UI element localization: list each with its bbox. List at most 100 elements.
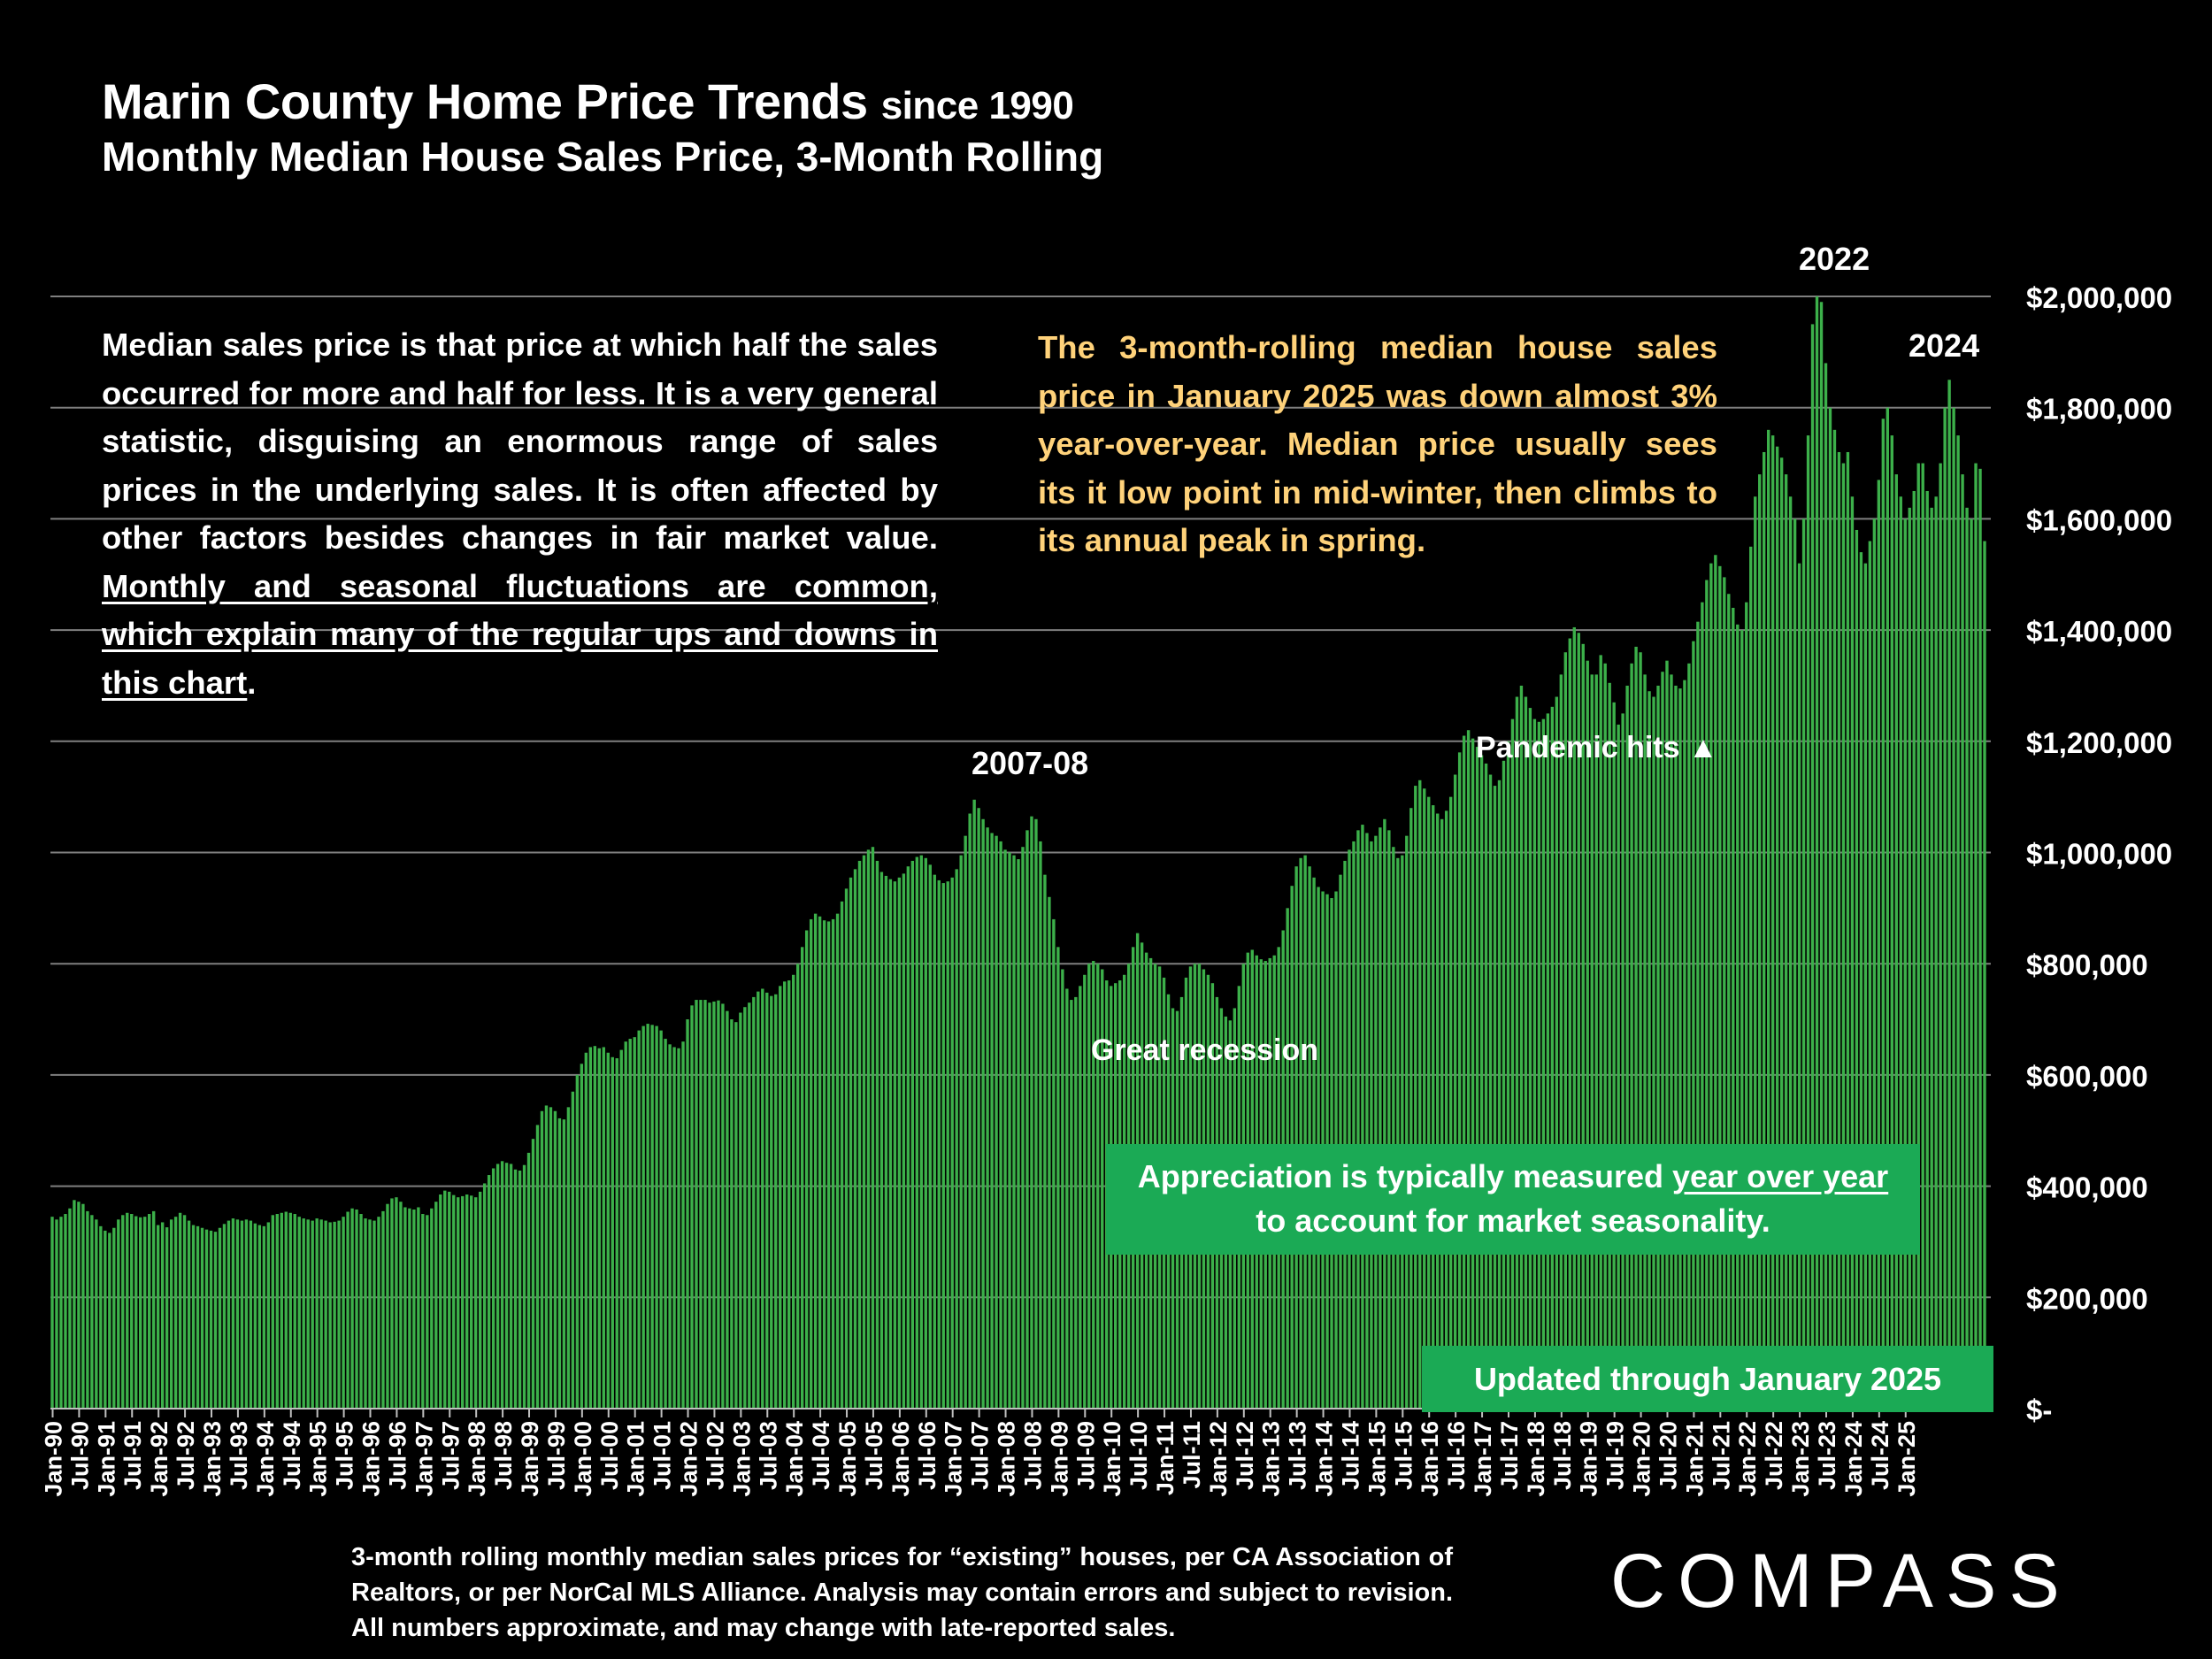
x-tick-label: Jul-18	[1549, 1421, 1576, 1490]
bar	[99, 1225, 103, 1409]
x-tick-label: Jul-01	[649, 1421, 676, 1490]
bar	[421, 1214, 425, 1409]
bar	[1555, 696, 1559, 1409]
bar	[395, 1197, 398, 1409]
x-tick-label: Jan-02	[676, 1421, 703, 1497]
bar	[1943, 407, 1947, 1409]
bar	[1361, 825, 1364, 1409]
bar	[1612, 702, 1616, 1409]
bar	[721, 1003, 725, 1409]
bar	[761, 988, 764, 1409]
bar	[1705, 580, 1709, 1409]
bar	[182, 1215, 187, 1409]
bar	[822, 920, 826, 1409]
bar	[1510, 718, 1515, 1409]
bar	[1025, 830, 1029, 1409]
bar	[244, 1219, 249, 1409]
bar	[1392, 847, 1395, 1409]
bar	[306, 1219, 310, 1409]
bar	[134, 1216, 138, 1409]
bar	[430, 1208, 434, 1409]
bar	[1448, 796, 1453, 1409]
bar	[1670, 674, 1673, 1409]
x-tick-label: Jan-95	[305, 1421, 332, 1497]
x-tick-label: Jul-02	[702, 1421, 728, 1490]
bar	[1590, 674, 1594, 1409]
x-tick-label: Jul-19	[1602, 1421, 1629, 1490]
x-tick-label: Jan-97	[411, 1421, 437, 1497]
bar	[818, 916, 822, 1409]
bar	[271, 1215, 275, 1409]
bar	[257, 1225, 262, 1409]
appreciation-underlined: year over year	[1672, 1158, 1889, 1194]
bar	[1541, 718, 1546, 1409]
bar	[1890, 435, 1893, 1409]
bar	[1502, 760, 1506, 1409]
bar	[139, 1217, 142, 1409]
bar	[571, 1091, 575, 1409]
bar	[792, 974, 795, 1409]
bar	[1881, 419, 1886, 1409]
chart-title: Marin County Home Price Trends since 199…	[102, 73, 1074, 130]
bar	[1092, 961, 1095, 1409]
bar	[112, 1227, 116, 1409]
bar	[1339, 874, 1342, 1409]
y-tick-label: $1,000,000	[2026, 838, 2172, 871]
annotation-pandemic-text: Pandemic hits	[1476, 731, 1680, 764]
bar	[871, 847, 875, 1409]
bar	[1519, 685, 1524, 1409]
bar	[473, 1197, 478, 1409]
x-tick-label: Jul-20	[1655, 1421, 1681, 1490]
bar	[235, 1219, 240, 1409]
x-tick-label: Jul-99	[543, 1421, 570, 1490]
x-tick-label: Jan-24	[1840, 1421, 1867, 1497]
bar	[695, 1000, 698, 1409]
annotation-2007-08: 2007-08	[972, 745, 1089, 781]
bar	[1745, 602, 1748, 1409]
bar	[1912, 490, 1916, 1409]
bar	[849, 877, 853, 1409]
x-tick-label: Jan-90	[40, 1421, 66, 1497]
bar	[1383, 818, 1386, 1409]
bar	[1779, 457, 1784, 1409]
bar	[615, 1058, 618, 1409]
x-tick-label: Jul-97	[437, 1421, 464, 1490]
bar	[813, 913, 818, 1409]
bar	[121, 1215, 125, 1409]
bar	[1061, 969, 1064, 1409]
bar	[381, 1210, 385, 1409]
bar	[1524, 696, 1528, 1409]
y-tick-label: $800,000	[2026, 949, 2148, 981]
bar	[1048, 896, 1051, 1409]
bar	[765, 992, 769, 1409]
bar	[342, 1217, 345, 1409]
bar	[1537, 721, 1541, 1409]
bar	[1101, 969, 1104, 1409]
x-tick-label: Jan-23	[1787, 1421, 1814, 1497]
bar	[231, 1218, 235, 1409]
bar	[712, 1001, 716, 1409]
bar	[999, 841, 1002, 1409]
bar	[1815, 296, 1819, 1409]
x-tick-label: Jan-20	[1629, 1421, 1655, 1497]
bar	[1043, 874, 1047, 1409]
bar	[650, 1025, 654, 1409]
bar	[160, 1222, 165, 1409]
bar	[1427, 796, 1431, 1409]
bar	[946, 881, 949, 1409]
bar	[108, 1233, 111, 1409]
bar	[562, 1119, 566, 1409]
bar	[1017, 859, 1020, 1409]
bar	[1656, 685, 1660, 1409]
bar	[526, 1152, 531, 1409]
bar	[1352, 841, 1356, 1409]
appreciation-before: Appreciation is typically measured	[1137, 1158, 1672, 1194]
chart-gridlines	[50, 296, 1991, 1299]
bar	[968, 813, 972, 1409]
bar	[333, 1221, 336, 1409]
bar	[1370, 841, 1373, 1409]
bar	[1515, 696, 1519, 1409]
bar	[412, 1209, 416, 1409]
bar	[1532, 718, 1537, 1409]
x-tick-label: Jan-21	[1681, 1421, 1708, 1497]
